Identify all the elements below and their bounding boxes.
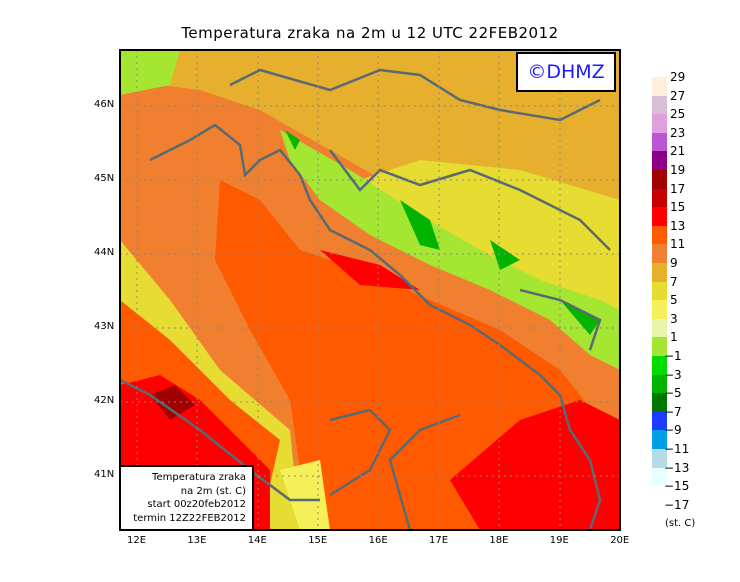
- legend-swatch: [652, 188, 667, 208]
- legend-label: −9: [664, 423, 682, 438]
- legend-swatch: [652, 77, 667, 96]
- gridlines: [120, 50, 620, 530]
- y-tick-label: 45N: [94, 173, 115, 184]
- legend-label: 9: [670, 256, 678, 270]
- legend-label: −7: [664, 404, 682, 419]
- y-tick-label: 43N: [94, 321, 115, 332]
- legend-label: −5: [664, 386, 682, 401]
- info-line: Temperatura zraka: [152, 472, 246, 483]
- legend-label: −17: [664, 497, 690, 512]
- legend-label: 11: [670, 237, 686, 252]
- legend-swatch: [652, 430, 667, 449]
- x-tick-label: 17E: [429, 535, 449, 546]
- legend-swatch: [652, 356, 667, 375]
- x-tick-label: 14E: [247, 535, 267, 546]
- legend-swatch: [652, 374, 667, 394]
- legend-swatch: [652, 449, 667, 468]
- legend-label: −1: [664, 349, 682, 363]
- y-tick-label: 44N: [94, 247, 115, 258]
- legend-label: 29: [670, 70, 686, 84]
- legend-swatch: [652, 393, 667, 412]
- legend-label: 19: [670, 163, 686, 177]
- legend-swatch: [652, 281, 667, 301]
- legend-swatch: [652, 467, 667, 487]
- field-south-red: [450, 400, 620, 530]
- legend-label: −13: [664, 460, 690, 475]
- x-tick-label: 12E: [127, 535, 147, 546]
- legend-label: 5: [670, 293, 678, 308]
- legend-swatch: [652, 95, 667, 115]
- info-line: na 2m (st. C): [180, 485, 246, 497]
- field-nw-green: [120, 50, 180, 95]
- legend-label: 25: [670, 107, 686, 122]
- legend-swatch: [652, 207, 667, 226]
- legend-swatch: [652, 244, 667, 263]
- legend-label: −15: [664, 479, 690, 494]
- map-frame: [119, 49, 621, 531]
- field-italy-darkred: [150, 385, 195, 420]
- legend-swatch: [652, 263, 667, 282]
- legend-label: 7: [670, 274, 678, 289]
- legend-swatch: [652, 411, 667, 431]
- legend-label: −3: [664, 367, 682, 382]
- legend-label: −11: [664, 442, 690, 456]
- legend-swatch: [652, 337, 667, 356]
- x-tick-label: 18E: [489, 535, 509, 546]
- legend-label: 3: [670, 311, 678, 326]
- legend-label: 17: [670, 181, 686, 196]
- legend-label: 15: [670, 200, 686, 215]
- coastlines: [120, 68, 611, 530]
- field-green-band: [280, 130, 620, 370]
- legend-swatch: [652, 132, 667, 152]
- legend-swatch: [652, 170, 667, 189]
- x-tick-label: 13E: [187, 535, 207, 546]
- legend-swatch: [652, 300, 667, 319]
- x-tick-label: 15E: [308, 535, 328, 546]
- y-tick-label: 42N: [94, 395, 115, 406]
- x-tick-label: 16E: [368, 535, 388, 546]
- legend-label: 23: [670, 125, 686, 140]
- legend-label: 21: [670, 144, 686, 159]
- field-coast-red: [320, 250, 420, 290]
- y-tick-label: 46N: [94, 99, 115, 110]
- info-box: Temperatura zraka na 2m (st. C) start 00…: [121, 465, 254, 529]
- legend-swatch: [652, 151, 667, 170]
- legend-label: 13: [670, 218, 686, 233]
- legend-swatch: [652, 318, 667, 338]
- map-title: Temperatura zraka na 2m u 12 UTC 22FEB20…: [181, 24, 559, 42]
- x-tick-label: 20E: [610, 535, 630, 546]
- legend-label: 27: [670, 88, 686, 103]
- legend-swatch: [652, 114, 667, 133]
- info-line: termin 12Z22FEB2012: [133, 512, 246, 524]
- legend-label: 1: [670, 330, 678, 345]
- y-tick-label: 41N: [94, 469, 115, 480]
- x-tick-label: 19E: [549, 535, 569, 546]
- legend-swatch: [652, 225, 667, 245]
- legend-unit: (st. C): [665, 518, 696, 529]
- info-line: start 00z20feb2012: [147, 499, 246, 510]
- dhmz-logo: ©DHMZ: [516, 52, 616, 92]
- field-inland: [120, 50, 620, 330]
